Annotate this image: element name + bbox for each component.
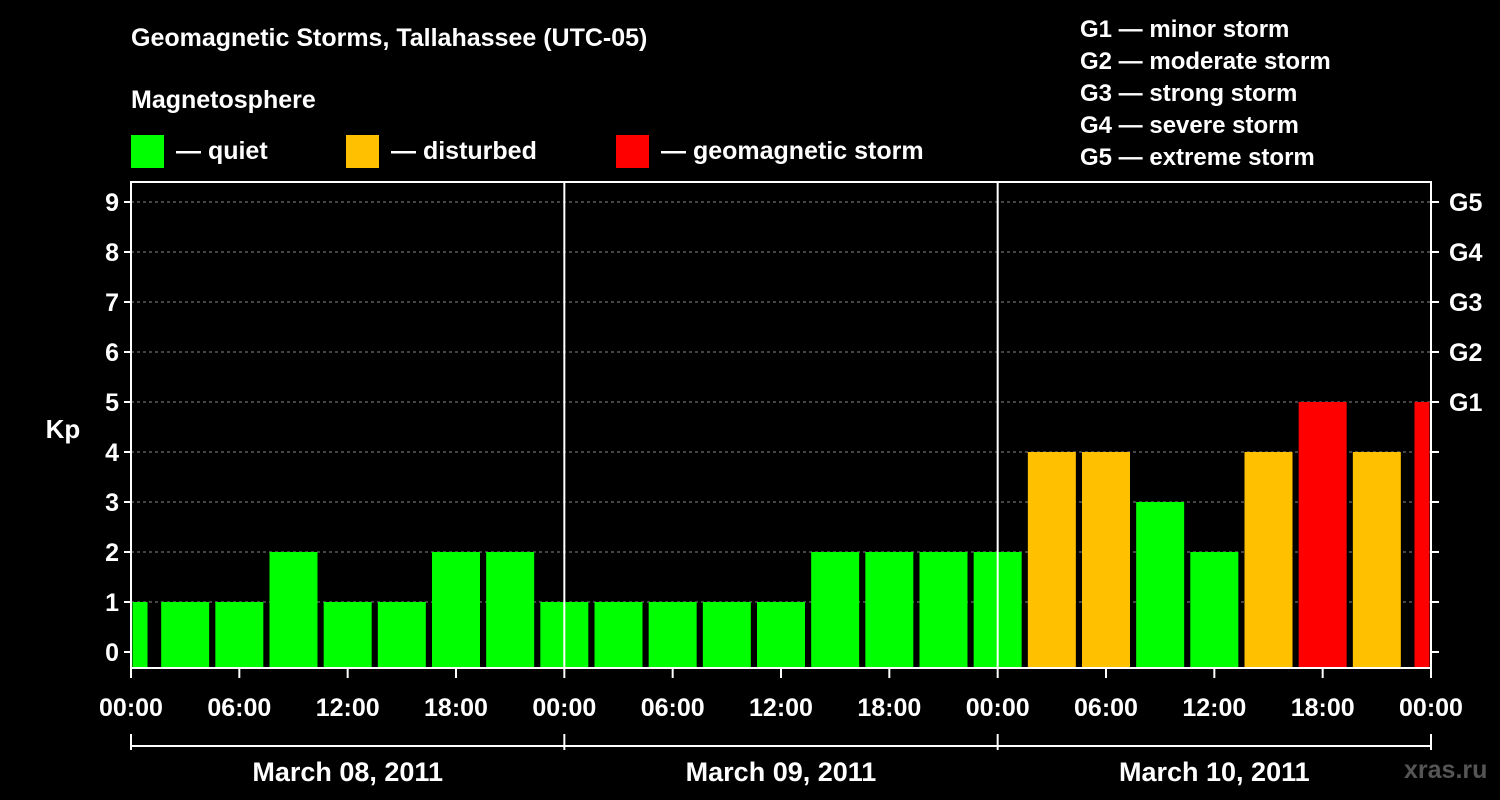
g-scale-label: G1 <box>1449 389 1482 417</box>
y-tick-label: 0 <box>105 639 119 667</box>
kp-bar <box>865 552 914 668</box>
day-label: March 10, 2011 <box>1119 757 1310 787</box>
legend-swatch-disturbed <box>346 134 379 168</box>
x-tick-label: 18:00 <box>1291 694 1355 722</box>
x-tick-label: 06:00 <box>207 694 271 722</box>
storm-scale-g4: G4 — severe storm <box>1080 112 1299 139</box>
legend-swatch-quiet <box>131 134 164 168</box>
y-tick-label: 7 <box>105 289 119 317</box>
g-scale-label: G5 <box>1449 189 1482 217</box>
legend-item-disturbed: — disturbed <box>346 134 537 168</box>
storm-scale-g2: G2 — moderate storm <box>1080 48 1331 75</box>
g-scale-label: G3 <box>1449 289 1482 317</box>
legend-label-storm: — geomagnetic storm <box>661 136 924 165</box>
y-axis-label: Kp <box>46 414 81 444</box>
kp-bar <box>1190 552 1239 668</box>
y-tick-label: 3 <box>105 489 119 517</box>
kp-bar <box>648 602 697 668</box>
g-scale-label: G2 <box>1449 339 1482 367</box>
y-tick-label: 8 <box>105 239 119 267</box>
x-tick-label: 00:00 <box>99 694 163 722</box>
legend-label-quiet: — quiet <box>176 136 268 165</box>
x-tick-label: 18:00 <box>424 694 488 722</box>
kp-bar <box>132 602 148 668</box>
storm-scale-g3: G3 — strong storm <box>1080 80 1298 107</box>
kp-bar <box>757 602 805 668</box>
x-tick-label: 00:00 <box>532 694 596 722</box>
x-tick-label: 06:00 <box>1074 694 1138 722</box>
kp-bar <box>1136 502 1185 668</box>
kp-bar <box>486 552 535 668</box>
kp-bar <box>1414 402 1430 668</box>
kp-bar <box>919 552 968 668</box>
kp-bar <box>811 552 860 668</box>
y-tick-label: 6 <box>105 339 119 367</box>
x-tick-label: 12:00 <box>1182 694 1246 722</box>
storm-scale-g5: G5 — extreme storm <box>1080 144 1315 171</box>
storm-scale-list: G1 — minor storm G2 — moderate storm G3 … <box>1080 14 1331 174</box>
kp-bar <box>269 552 318 668</box>
x-tick-label: 06:00 <box>641 694 705 722</box>
day-label: March 09, 2011 <box>686 757 877 787</box>
watermark: xras.ru <box>1404 756 1488 784</box>
y-tick-label: 2 <box>105 539 119 567</box>
x-tick-label: 12:00 <box>749 694 813 722</box>
y-tick-label: 4 <box>105 439 119 467</box>
kp-bar <box>432 552 480 668</box>
day-label: March 08, 2011 <box>252 757 443 787</box>
kp-bar <box>1298 402 1347 668</box>
storm-scale-g1: G1 — minor storm <box>1080 16 1290 43</box>
x-tick-label: 00:00 <box>966 694 1030 722</box>
kp-bar <box>1244 452 1293 668</box>
kp-bar <box>161 602 210 668</box>
kp-bar <box>1082 452 1130 668</box>
kp-bar <box>377 602 426 668</box>
kp-bar <box>702 602 751 668</box>
x-tick-label: 00:00 <box>1399 694 1463 722</box>
legend-label-disturbed: — disturbed <box>391 136 537 165</box>
legend-item-quiet: — quiet <box>131 134 268 168</box>
y-tick-label: 9 <box>105 189 119 217</box>
y-tick-label: 1 <box>105 589 119 617</box>
chart-title: Geomagnetic Storms, Tallahassee (UTC-05) <box>131 24 648 52</box>
legend-item-storm: — geomagnetic storm <box>616 134 924 168</box>
kp-bar <box>215 602 264 668</box>
x-tick-label: 12:00 <box>316 694 380 722</box>
g-scale-label: G4 <box>1449 239 1482 267</box>
x-tick-label: 18:00 <box>857 694 921 722</box>
kp-bar <box>323 602 372 668</box>
kp-bar <box>594 602 643 668</box>
legend-swatch-storm <box>616 134 649 168</box>
chart-subtitle: Magnetosphere <box>131 86 316 114</box>
y-tick-label: 5 <box>105 389 119 417</box>
kp-bar <box>1027 452 1076 668</box>
kp-bar <box>1352 452 1401 668</box>
